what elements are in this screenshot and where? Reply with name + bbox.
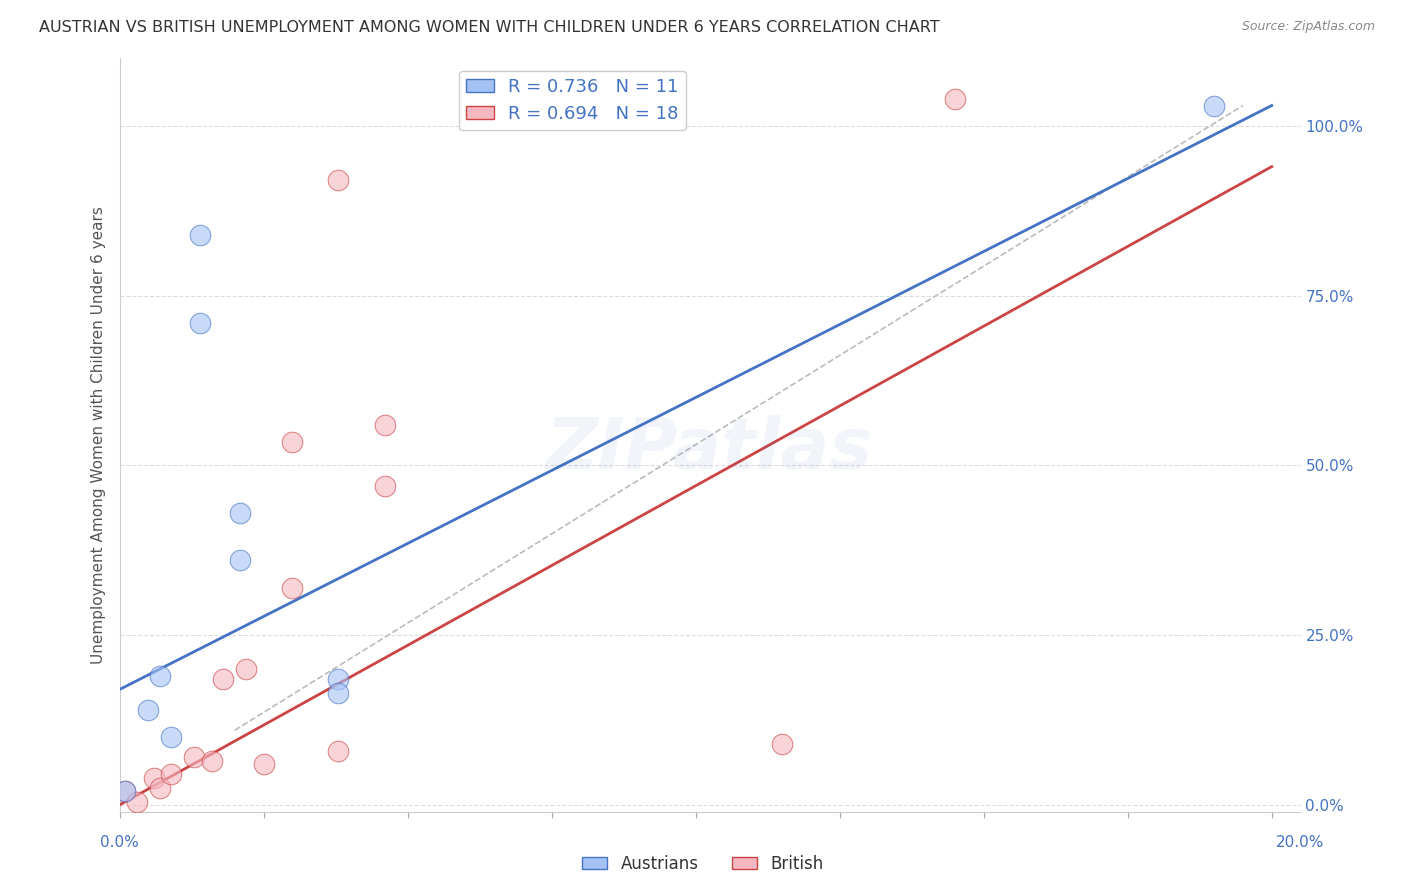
Point [160,767,183,781]
Text: AUSTRIAN VS BRITISH UNEMPLOYMENT AMONG WOMEN WITH CHILDREN UNDER 6 YEARS CORRELA: AUSTRIAN VS BRITISH UNEMPLOYMENT AMONG W… [39,20,941,35]
Y-axis label: Unemployment Among Women with Children Under 6 years: Unemployment Among Women with Children U… [90,206,105,664]
Point [136,703,159,717]
Point [125,795,148,809]
Text: ZIPatlas: ZIPatlas [547,416,873,484]
Point [188,316,211,330]
Point [188,227,211,242]
Point [328,686,350,700]
Point [212,673,235,687]
Point [281,434,304,449]
Text: 0.0%: 0.0% [100,836,139,850]
Point [943,92,966,106]
Point [252,757,274,772]
Point [328,673,350,687]
Point [149,669,172,683]
Legend: Austrians, British: Austrians, British [575,848,831,880]
Point [328,173,350,187]
Point [328,743,350,757]
Point [281,581,304,595]
Point [770,737,793,751]
Text: Source: ZipAtlas.com: Source: ZipAtlas.com [1241,20,1375,33]
Text: 20.0%: 20.0% [1277,836,1324,850]
Point [143,771,166,785]
Point [114,784,136,798]
Point [229,506,252,520]
Point [201,754,224,768]
Point [235,662,257,676]
Point [373,417,395,432]
Point [183,750,205,764]
Point [373,479,395,493]
Point [114,784,136,798]
Point [149,780,172,795]
Point [1204,98,1226,112]
Point [229,553,252,567]
Legend: R = 0.736   N = 11, R = 0.694   N = 18: R = 0.736 N = 11, R = 0.694 N = 18 [460,70,686,130]
Point [160,730,183,744]
